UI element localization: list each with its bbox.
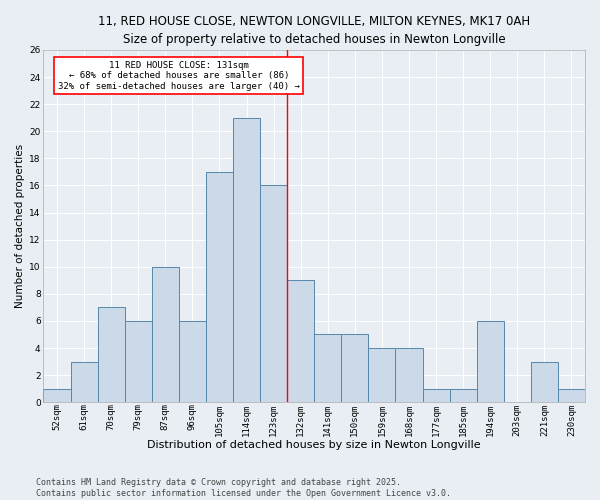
Bar xyxy=(43,388,71,402)
Bar xyxy=(558,388,585,402)
Text: Contains HM Land Registry data © Crown copyright and database right 2025.
Contai: Contains HM Land Registry data © Crown c… xyxy=(36,478,451,498)
Bar xyxy=(476,321,504,402)
Bar xyxy=(152,266,179,402)
Bar xyxy=(531,362,558,402)
Bar xyxy=(422,388,449,402)
X-axis label: Distribution of detached houses by size in Newton Longville: Distribution of detached houses by size … xyxy=(148,440,481,450)
Bar xyxy=(233,118,260,402)
Bar xyxy=(179,321,206,402)
Bar xyxy=(125,321,152,402)
Bar xyxy=(341,334,368,402)
Title: 11, RED HOUSE CLOSE, NEWTON LONGVILLE, MILTON KEYNES, MK17 0AH
Size of property : 11, RED HOUSE CLOSE, NEWTON LONGVILLE, M… xyxy=(98,15,530,46)
Y-axis label: Number of detached properties: Number of detached properties xyxy=(15,144,25,308)
Bar xyxy=(449,388,476,402)
Bar xyxy=(206,172,233,402)
Bar xyxy=(395,348,422,402)
Bar xyxy=(98,308,125,402)
Bar xyxy=(287,280,314,402)
Bar xyxy=(71,362,98,402)
Bar xyxy=(260,186,287,402)
Text: 11 RED HOUSE CLOSE: 131sqm
← 68% of detached houses are smaller (86)
32% of semi: 11 RED HOUSE CLOSE: 131sqm ← 68% of deta… xyxy=(58,61,300,90)
Bar xyxy=(314,334,341,402)
Bar xyxy=(368,348,395,402)
